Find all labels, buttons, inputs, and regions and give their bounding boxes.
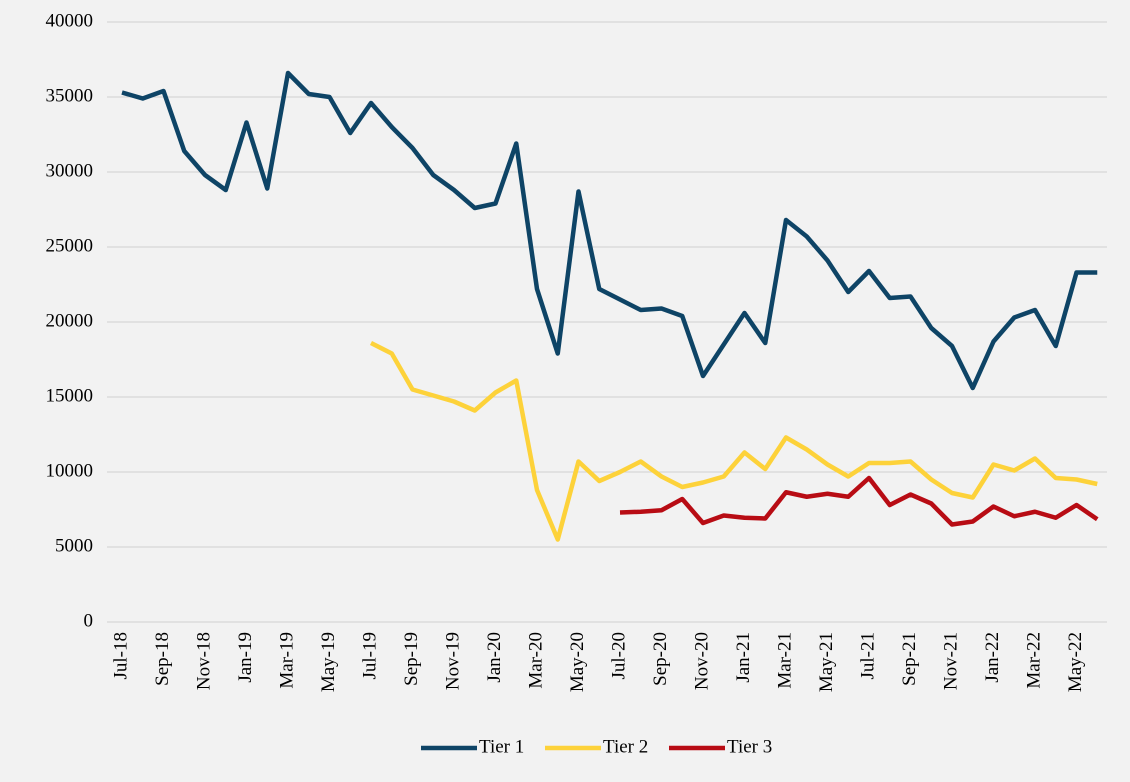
line-series (121, 70, 1098, 391)
x-tick-label: Jan-20 (484, 632, 505, 683)
y-tick-label: 25000 (46, 235, 94, 256)
y-tick-label: 0 (84, 610, 94, 631)
x-tick-label: Jul-21 (857, 632, 878, 680)
x-tick-label: Jan-19 (235, 632, 256, 683)
x-tick-label: Sep-20 (650, 632, 671, 686)
x-tick-label: Sep-19 (401, 632, 422, 686)
x-tick-label: Nov-18 (193, 632, 214, 690)
x-tick-label: Nov-21 (940, 632, 961, 690)
x-tick-label: Jul-20 (608, 632, 629, 680)
line-series (369, 340, 1098, 542)
x-tick-label: Sep-21 (899, 632, 920, 686)
x-tick-label: Nov-19 (442, 632, 463, 690)
x-tick-label: Mar-22 (1023, 632, 1044, 689)
x-tick-label: Mar-20 (525, 632, 546, 689)
x-tick-label: Jul-18 (110, 632, 131, 680)
x-tick-label: May-19 (318, 632, 339, 692)
x-tick-label: Mar-19 (276, 632, 297, 689)
x-tick-label: May-21 (816, 632, 837, 692)
y-tick-label: 30000 (46, 160, 94, 181)
x-tick-label: Jan-22 (982, 632, 1003, 683)
legend-label: Tier 2 (603, 736, 648, 757)
y-tick-label: 20000 (46, 310, 94, 331)
y-tick-label: 10000 (46, 460, 94, 481)
y-tick-label: 15000 (46, 385, 94, 406)
x-tick-label: May-20 (567, 632, 588, 692)
y-tick-label: 35000 (46, 85, 94, 106)
y-tick-label: 5000 (55, 535, 93, 556)
y-tick-label: 40000 (46, 10, 94, 31)
x-tick-label: May-22 (1065, 632, 1086, 692)
x-tick-label: Mar-21 (774, 632, 795, 689)
x-tick-label: Nov-20 (691, 632, 712, 690)
legend-label: Tier 3 (727, 736, 772, 757)
legend-label: Tier 1 (479, 736, 524, 757)
x-tick-label: Sep-18 (152, 632, 173, 686)
line-series (619, 475, 1099, 527)
x-tick-label: Jan-21 (733, 632, 754, 683)
x-tick-label: Jul-19 (359, 632, 380, 680)
